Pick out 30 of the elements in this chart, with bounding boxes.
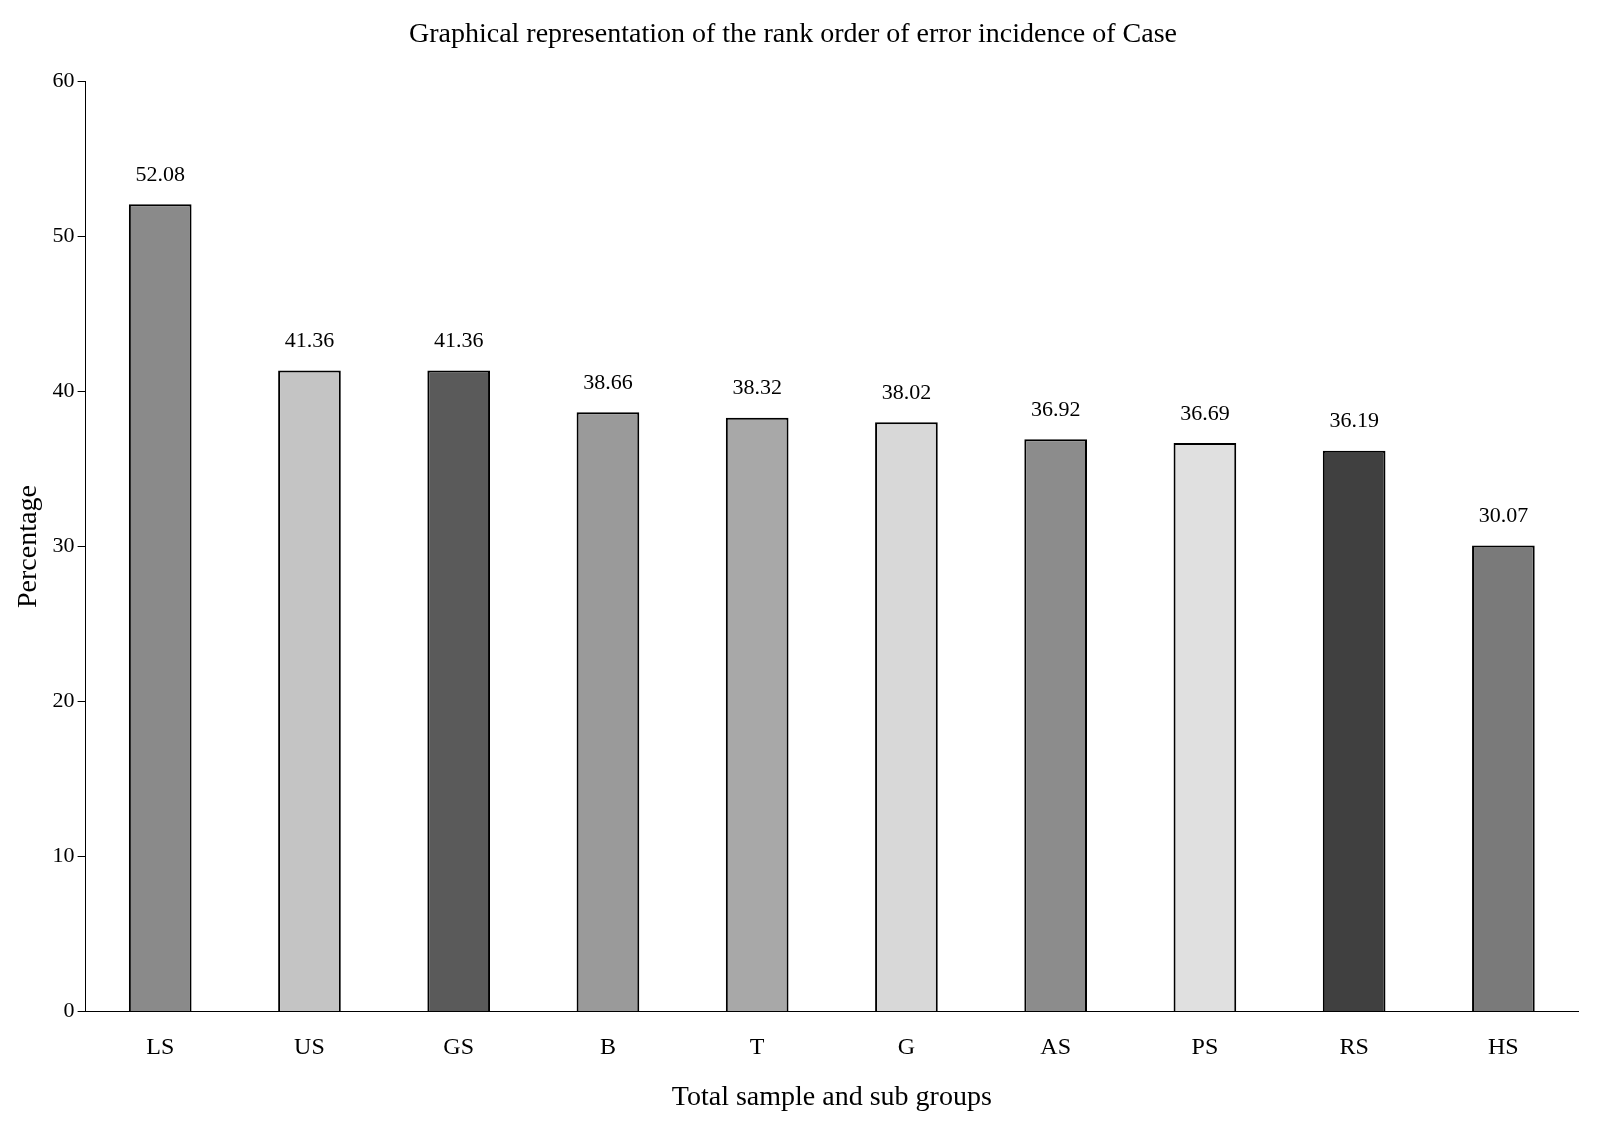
chart-title: Graphical representation of the rank order of error incidence of Case	[408, 17, 1178, 49]
data-label: 36.92	[1030, 396, 1081, 422]
data-label: 36.19	[1329, 407, 1379, 433]
x-tick-label: US	[294, 1033, 325, 1060]
x-tick-label: B	[599, 1033, 616, 1060]
y-axis-title: Percentage	[11, 485, 43, 609]
x-tick-label: HS	[1488, 1033, 1519, 1060]
x-tick-label: GS	[443, 1033, 475, 1060]
y-tick-label: 60	[52, 67, 75, 93]
x-axis-title: Total sample and sub groups	[671, 1079, 992, 1111]
data-label: 41.36	[284, 327, 335, 353]
x-tick-label: T	[749, 1033, 765, 1060]
y-tick-label: 10	[52, 842, 75, 868]
x-tick-label: RS	[1339, 1033, 1369, 1060]
data-label: 36.69	[1180, 399, 1230, 425]
y-tick-label: 40	[52, 377, 75, 403]
x-tick-label: AS	[1040, 1033, 1071, 1060]
y-tick-label: 0	[63, 997, 75, 1023]
data-label: 52.08	[135, 161, 185, 187]
data-label: 41.36	[433, 327, 484, 353]
y-tick-label: 30	[52, 532, 75, 558]
data-label: 38.66	[583, 369, 633, 395]
y-tick-label: 20	[52, 687, 75, 713]
x-tick-label: PS	[1191, 1033, 1219, 1060]
y-tick-label: 50	[52, 222, 75, 248]
data-label: 30.07	[1478, 502, 1529, 528]
data-label: 38.32	[732, 374, 782, 400]
x-tick-label: G	[897, 1033, 916, 1060]
data-label: 38.02	[881, 379, 932, 405]
x-tick-label: LS	[146, 1033, 175, 1060]
